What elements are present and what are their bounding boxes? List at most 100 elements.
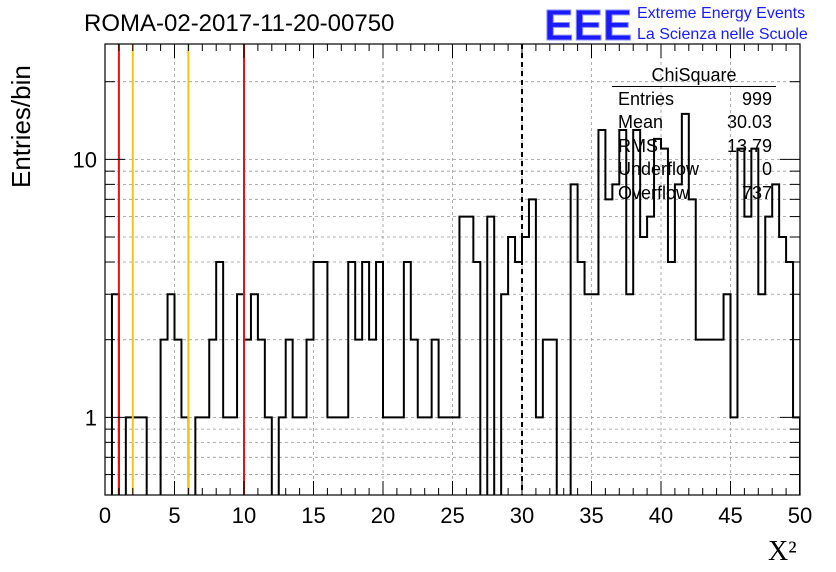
x-axis-label: X² <box>768 536 797 567</box>
histogram-bin <box>689 199 696 505</box>
histogram-bin <box>605 199 612 505</box>
x-tick-label: 40 <box>649 503 673 528</box>
histogram-bin <box>446 417 453 505</box>
histogram-bin <box>334 417 341 505</box>
histogram-bin <box>744 217 751 505</box>
histogram-bin <box>237 294 244 505</box>
histogram-bin <box>181 417 188 505</box>
histogram-bin <box>383 417 390 505</box>
histogram-bin <box>724 294 731 505</box>
stats-row: Underflow 0 <box>612 158 776 181</box>
histogram-bin <box>696 340 703 505</box>
x-tick-label: 15 <box>301 503 325 528</box>
histogram-bin <box>369 340 376 505</box>
stats-value: 13.79 <box>726 135 772 156</box>
histogram-bin <box>543 340 550 505</box>
histogram-bin <box>668 262 675 505</box>
histogram-bin <box>501 294 508 505</box>
eee-logo: EEE <box>542 1 642 51</box>
histogram-bin <box>703 340 710 505</box>
histogram-bin <box>112 294 119 505</box>
histogram-bin <box>585 294 592 505</box>
stats-value: 30.03 <box>726 112 772 133</box>
x-tick-label: 10 <box>232 503 256 528</box>
histogram-bin <box>439 417 446 505</box>
histogram-bin <box>571 184 578 505</box>
histogram-bin <box>453 417 460 505</box>
x-tick-labels: 0 5 10 15 20 25 30 35 40 45 50 <box>99 503 812 528</box>
histogram-bin <box>786 262 793 505</box>
histogram-bin <box>327 417 334 505</box>
histogram-bin <box>258 340 265 505</box>
histogram-bin <box>425 417 432 505</box>
histogram-bin <box>216 262 223 505</box>
histogram-group <box>110 112 800 505</box>
marker-lines <box>117 44 523 495</box>
histogram-bin <box>529 199 536 505</box>
histogram-bin <box>279 417 286 505</box>
x-tick-label: 0 <box>99 503 111 528</box>
histogram-bin <box>161 340 168 505</box>
histogram-bin <box>536 417 543 505</box>
histogram-bin <box>473 262 480 505</box>
x-tick-label: 45 <box>718 503 742 528</box>
histogram-bin <box>578 262 585 505</box>
stats-row: Overflow 737 <box>612 182 776 205</box>
histogram-bin <box>244 340 251 505</box>
histogram-bin <box>612 184 619 505</box>
x-tick-label: 20 <box>371 503 395 528</box>
histogram-bin <box>508 237 515 505</box>
histogram-bin <box>390 417 397 505</box>
histogram-bin <box>592 294 599 505</box>
histogram-bin <box>675 184 682 505</box>
histogram-bin <box>515 262 522 505</box>
histogram-bin <box>175 340 182 505</box>
histogram-bin <box>772 184 779 505</box>
histogram-bin <box>307 340 314 505</box>
histogram-bin <box>202 417 209 505</box>
histogram-bin <box>251 294 258 505</box>
logo-caption: Extreme Energy Events La Scienza nelle S… <box>637 3 808 45</box>
y-tick-label: 1 <box>85 405 97 430</box>
x-tick-label: 25 <box>440 503 464 528</box>
histogram-bin <box>209 340 216 505</box>
histogram-bin <box>459 217 466 505</box>
stats-label: Underflow <box>618 159 700 180</box>
logo-line-2: La Scienza nelle Scuole <box>637 26 808 43</box>
stats-label: Entries <box>618 89 675 109</box>
histogram-bin <box>466 217 473 505</box>
histogram-bin <box>731 417 738 505</box>
y-tick-labels: 1 10 <box>73 147 97 430</box>
y-axis-label-text: Entries/bin <box>6 65 36 188</box>
logo-letters: EEE <box>544 2 632 46</box>
histogram-bin <box>765 217 772 505</box>
histogram-bin <box>320 262 327 505</box>
stats-value: 737 <box>741 182 772 203</box>
histogram-bin <box>314 262 321 505</box>
stats-label: Mean <box>618 112 664 133</box>
histogram-outline <box>110 112 800 495</box>
y-axis-label: Entries/bin <box>0 40 40 190</box>
histogram-bin <box>355 340 362 505</box>
histogram-bin <box>341 417 348 505</box>
stats-value: 999 <box>741 89 772 109</box>
histogram-bin <box>411 340 418 505</box>
stats-box: ChiSquare Entries 999 Mean 30.03 RMS 13.79 … <box>612 64 776 205</box>
plot-title: ROMA-02-2017-11-20-00750 <box>84 10 395 37</box>
y-tick-label: 10 <box>73 147 97 172</box>
x-tick-label: 35 <box>579 503 603 528</box>
histogram-bin <box>300 417 307 505</box>
stats-name: ChiSquare <box>612 64 776 87</box>
histogram-bin <box>432 340 439 505</box>
x-tick-label: 30 <box>510 503 534 528</box>
stats-row: RMS 13.79 <box>612 135 776 158</box>
histogram-bin <box>487 217 494 505</box>
histogram-bin <box>230 417 237 505</box>
histogram-bin <box>362 262 369 505</box>
histogram-bin <box>418 417 425 505</box>
histogram-bin <box>758 294 765 505</box>
histogram-bin <box>397 417 404 505</box>
histogram-bin <box>133 417 140 505</box>
histogram-bin <box>404 262 411 505</box>
